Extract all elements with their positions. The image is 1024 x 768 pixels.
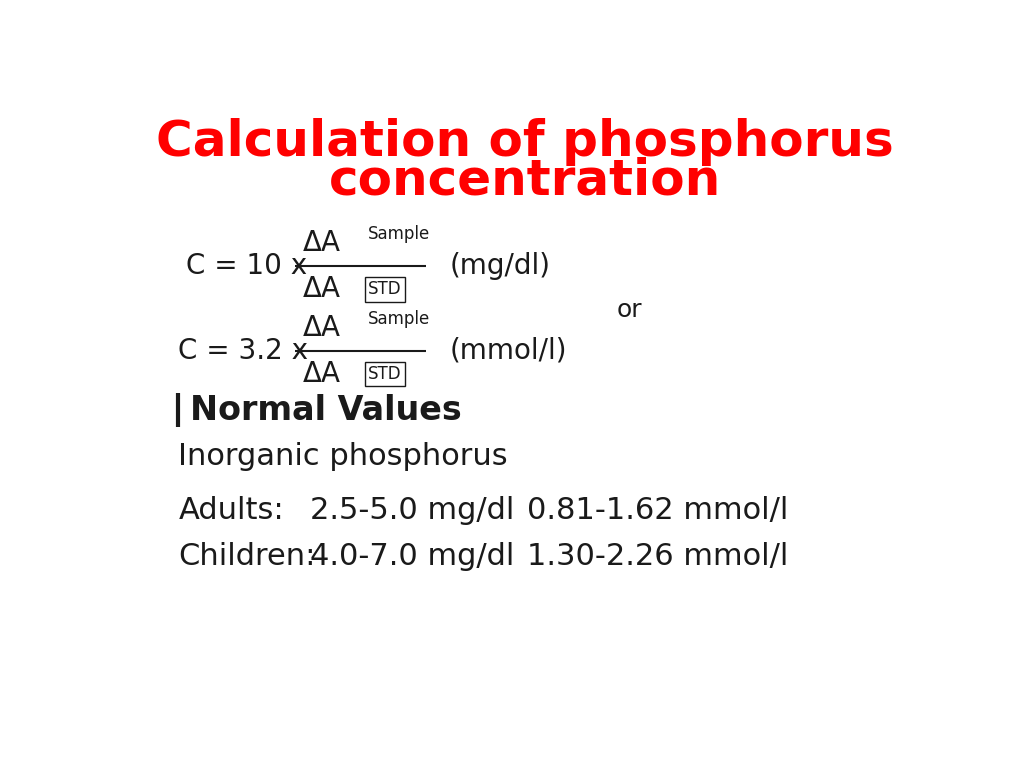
Text: 4.0-7.0 mg/dl: 4.0-7.0 mg/dl [310, 542, 514, 571]
Text: ΔA: ΔA [302, 314, 340, 342]
Text: Inorganic phosphorus: Inorganic phosphorus [178, 442, 508, 471]
Text: STD: STD [369, 280, 401, 298]
Text: (mmol/l): (mmol/l) [450, 337, 567, 365]
Text: ΔA: ΔA [302, 360, 340, 388]
Text: Sample: Sample [369, 225, 430, 243]
Text: ΔA: ΔA [302, 229, 340, 257]
Text: C = 10 x: C = 10 x [186, 252, 307, 280]
Text: C = 3.2 x: C = 3.2 x [178, 337, 308, 365]
Text: Normal Values: Normal Values [190, 394, 462, 427]
Text: STD: STD [369, 365, 401, 383]
Text: (mg/dl): (mg/dl) [450, 252, 551, 280]
Text: Children:: Children: [178, 542, 315, 571]
Text: 0.81-1.62 mmol/l: 0.81-1.62 mmol/l [527, 496, 788, 525]
Text: ΔA: ΔA [302, 275, 340, 303]
Text: Calculation of phosphorus: Calculation of phosphorus [156, 118, 894, 166]
Text: concentration: concentration [329, 156, 721, 204]
Text: 2.5-5.0 mg/dl: 2.5-5.0 mg/dl [310, 496, 514, 525]
Text: Sample: Sample [369, 310, 430, 327]
Text: or: or [616, 298, 642, 322]
Text: Adults:: Adults: [178, 496, 284, 525]
Text: 1.30-2.26 mmol/l: 1.30-2.26 mmol/l [527, 542, 788, 571]
